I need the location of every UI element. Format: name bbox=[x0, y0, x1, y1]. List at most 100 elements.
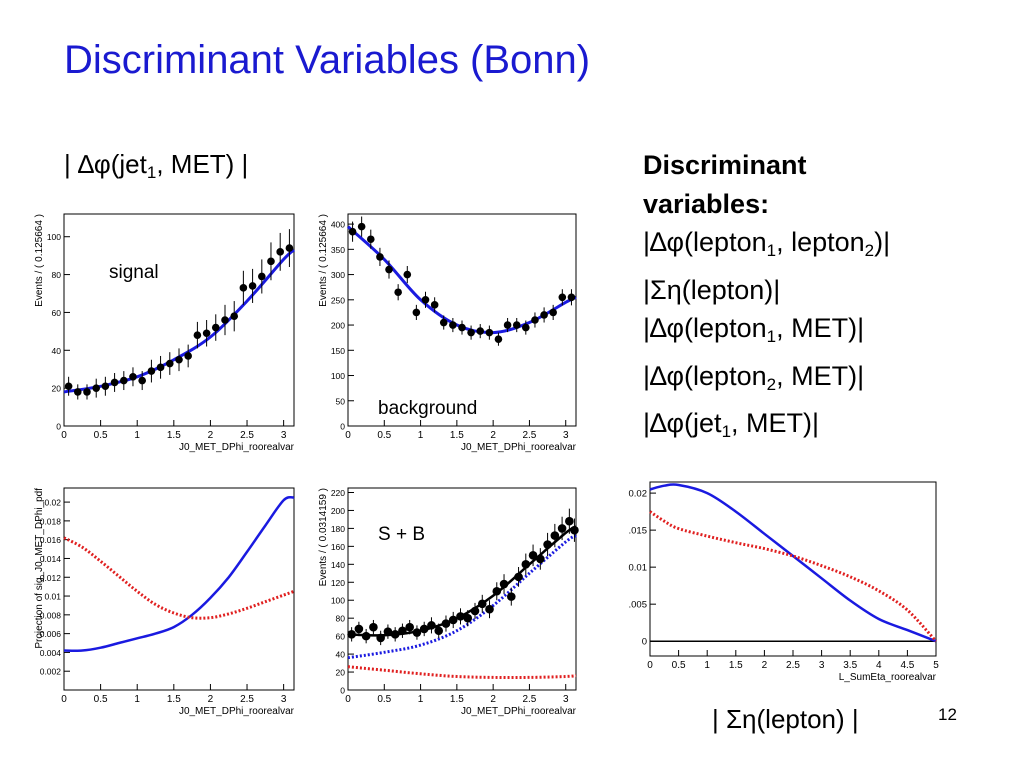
variable-item: |∆φ(lepton1, MET)| bbox=[643, 313, 865, 346]
data-point bbox=[376, 633, 385, 643]
data-point bbox=[419, 624, 429, 634]
data-point bbox=[248, 282, 257, 290]
data-point bbox=[434, 626, 444, 636]
y-tick-label: 0.02 bbox=[629, 489, 648, 500]
y-tick-label: 0 bbox=[642, 637, 647, 648]
data-point bbox=[514, 572, 523, 582]
y-tick-label: 100 bbox=[331, 596, 345, 606]
x-axis-label: J0_MET_DPhi_roorealvar bbox=[461, 442, 577, 453]
y-tick-label: 40 bbox=[336, 650, 346, 660]
x-tick-label: 5 bbox=[933, 660, 939, 671]
data-point bbox=[506, 592, 516, 601]
data-point bbox=[357, 222, 366, 231]
y-tick-label: 0.01 bbox=[629, 563, 648, 574]
data-point bbox=[376, 253, 384, 261]
x-tick-label: 2.5 bbox=[240, 694, 254, 705]
x-tick-label: 1.5 bbox=[450, 694, 464, 705]
x-tick-label: 1 bbox=[134, 694, 140, 705]
data-point bbox=[101, 382, 110, 391]
data-point bbox=[494, 335, 503, 343]
chart-annotation: background bbox=[378, 398, 477, 419]
y-tick-label: 0.02 bbox=[44, 498, 61, 508]
data-point bbox=[492, 586, 502, 596]
y-tick-label: 350 bbox=[331, 245, 345, 255]
x-tick-label: 2 bbox=[208, 694, 214, 705]
x-tick-label: 3 bbox=[281, 694, 287, 705]
data-point bbox=[398, 626, 407, 636]
y-tick-label: 0 bbox=[340, 422, 345, 432]
variable-item: |∆φ(jet1, MET)| bbox=[643, 408, 820, 441]
data-point bbox=[385, 265, 393, 274]
data-point bbox=[239, 284, 248, 292]
x-tick-label: 4.5 bbox=[900, 660, 914, 671]
x-tick-label: 0.5 bbox=[94, 430, 108, 441]
y-tick-label: 0.002 bbox=[40, 667, 62, 677]
x-tick-label: 1 bbox=[134, 430, 140, 441]
x-tick-label: 2.5 bbox=[240, 430, 254, 441]
x-tick-label: 2.5 bbox=[786, 660, 800, 671]
x-tick-label: 0.5 bbox=[672, 660, 686, 671]
y-tick-label: 0.01 bbox=[44, 592, 61, 602]
y-tick-label: 0.012 bbox=[40, 573, 62, 583]
data-point bbox=[366, 235, 375, 244]
data-point bbox=[503, 321, 512, 329]
data-point bbox=[147, 367, 156, 375]
top-label-pre: | ∆φ(jet bbox=[64, 149, 147, 179]
data-point bbox=[439, 318, 448, 327]
x-tick-label: 1.5 bbox=[167, 430, 181, 441]
x-tick-label: 2 bbox=[208, 430, 214, 441]
y-tick-label: 0.006 bbox=[40, 629, 62, 639]
top-label-post: , MET) | bbox=[156, 149, 249, 179]
variable-item: |Ση(lepton)| bbox=[643, 274, 781, 305]
y-tick-label: 220 bbox=[331, 488, 345, 498]
data-point bbox=[202, 329, 211, 338]
x-tick-label: 0 bbox=[647, 660, 653, 671]
x-tick-label: 1.5 bbox=[167, 694, 181, 705]
x-tick-label: 2 bbox=[490, 430, 496, 441]
variable-item: |∆φ(lepton1, lepton2)| bbox=[643, 227, 891, 260]
y-tick-label: 40 bbox=[52, 346, 62, 356]
data-point bbox=[449, 321, 457, 329]
data-point bbox=[92, 384, 101, 392]
data-point bbox=[421, 296, 430, 304]
data-point bbox=[477, 599, 487, 609]
x-tick-label: 1 bbox=[704, 660, 710, 671]
x-tick-label: 2 bbox=[490, 694, 496, 705]
y-tick-label: 200 bbox=[331, 506, 345, 516]
data-point bbox=[456, 612, 465, 621]
chart-annotation: S + B bbox=[378, 524, 425, 545]
data-point bbox=[369, 622, 378, 632]
data-point bbox=[412, 628, 422, 637]
data-point bbox=[348, 227, 357, 236]
data-point bbox=[567, 293, 576, 302]
variables-list: Discriminant variables: |∆φ(lepton1, lep… bbox=[643, 146, 890, 452]
data-point bbox=[110, 378, 119, 387]
data-point bbox=[230, 312, 239, 321]
y-tick-label: 0 bbox=[56, 422, 61, 432]
y-tick-label: .015 bbox=[629, 526, 648, 537]
x-tick-label: 0.5 bbox=[94, 694, 108, 705]
y-tick-label: 150 bbox=[331, 346, 345, 356]
y-tick-label: 300 bbox=[331, 270, 345, 280]
data-point bbox=[521, 560, 531, 569]
x-tick-label: 2.5 bbox=[522, 694, 536, 705]
data-point bbox=[390, 630, 400, 639]
data-point bbox=[543, 540, 552, 549]
s-plus-b-chart: 0 0.5 1 1.5 2 2.5 3 0 20 40 60 80 100 120 140 160 180 200… bbox=[318, 487, 579, 717]
x-tick-label: 3 bbox=[563, 430, 569, 441]
x-tick-label: 0 bbox=[61, 694, 67, 705]
y-tick-label: 0.014 bbox=[40, 554, 62, 564]
data-point bbox=[470, 606, 480, 616]
variables-header-1: Discriminant bbox=[643, 150, 807, 180]
data-point bbox=[549, 308, 557, 317]
data-point bbox=[129, 372, 137, 381]
series-line-red bbox=[63, 536, 295, 620]
y-tick-label: 100 bbox=[47, 232, 61, 242]
x-tick-label: 3 bbox=[563, 694, 569, 705]
plot-frame bbox=[347, 213, 577, 427]
data-point bbox=[285, 244, 294, 252]
data-point bbox=[156, 363, 165, 372]
signal-chart: 0 0.5 1 1.5 2 2.5 3 0 20 40 60 80 100 J0_MET_DPhi_roo… bbox=[34, 213, 295, 453]
y-tick-label: 20 bbox=[336, 668, 346, 678]
x-axis-label: J0_MET_DPhi_roorealvar bbox=[179, 706, 295, 717]
